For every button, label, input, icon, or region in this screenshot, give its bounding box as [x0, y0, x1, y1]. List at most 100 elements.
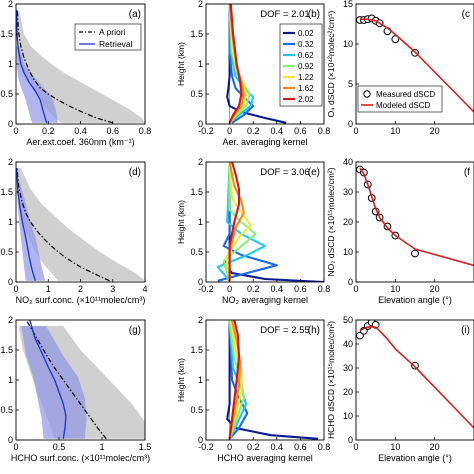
- series-line-0-32: [217, 162, 278, 282]
- panel-a: 0 0.2 0.4 0.6 0.8 0 0.5 1 1.5 2 Aer.ext.coef. 360n…: [0, 0, 151, 147]
- series-line-0-32: [228, 4, 255, 124]
- x-tick-label: 0.4: [271, 284, 284, 294]
- series-line-retrieval: [29, 320, 67, 439]
- apriori-uncertainty-band: [16, 168, 145, 281]
- x-tick-label: 1: [99, 442, 104, 452]
- legend-label: A priori: [99, 27, 126, 37]
- plot-area-i: [356, 320, 474, 429]
- legend-box: [74, 23, 142, 51]
- y-tick-label: 2: [8, 157, 13, 167]
- x-tick-label: 0.8: [318, 126, 331, 136]
- plot-area-e: [216, 162, 324, 282]
- series-line-0-02: [226, 4, 287, 124]
- x-tick-label: 20: [430, 284, 440, 294]
- axes-frame: [205, 319, 325, 441]
- x-tick-label: 4: [142, 284, 147, 294]
- series-line-modeled-dscd: [359, 18, 474, 113]
- x-tick-label: -0.2: [198, 284, 214, 294]
- x-tick-label: 1.5: [139, 442, 152, 452]
- x-tick-label: 0: [13, 442, 18, 452]
- x-tick-label: 0.8: [139, 126, 152, 136]
- y-tick-label: 0: [198, 435, 203, 445]
- y-tick-label: 10: [343, 39, 353, 49]
- plot-area-b: [226, 4, 287, 124]
- dof-label: DOF = 2.01: [260, 9, 309, 20]
- y-axis-label: Height (km): [176, 358, 186, 402]
- legend-c: Measured dSCD Modeled dSCD: [357, 85, 443, 113]
- y-tick-label: 0: [8, 277, 13, 287]
- series-line-modeled-dscd: [359, 167, 474, 267]
- x-tick-label: 20: [430, 442, 440, 452]
- series-line-0-92: [228, 320, 245, 440]
- y-tick-label: 1.5: [190, 187, 203, 197]
- y-tick-label: 0.5: [0, 89, 13, 99]
- legend-a: A priori Retrieval: [74, 23, 142, 51]
- x-tick-label: 0: [353, 442, 358, 452]
- y-tick-label: 1.5: [0, 187, 13, 197]
- y-tick-label: 0: [198, 277, 203, 287]
- y-tick-label: 10: [343, 411, 353, 421]
- y-axis-label: Height (km): [176, 42, 186, 86]
- x-axis-label: Elevation angle (°): [378, 453, 452, 463]
- y-tick-label: 1: [198, 375, 203, 385]
- series-line-a-priori: [16, 167, 110, 282]
- y-tick-label: 20: [343, 387, 353, 397]
- panel-tag: (d): [129, 167, 141, 178]
- x-tick-label: 3: [110, 284, 115, 294]
- y-tick-label: 20: [343, 217, 353, 227]
- series-line-0-92: [222, 162, 257, 282]
- axes-frame: [355, 3, 474, 125]
- y-tick-label: 15: [343, 0, 353, 9]
- x-tick-label: 0: [353, 126, 358, 136]
- retrieval-uncertainty-band: [21, 326, 87, 439]
- x-axis-label: NO₂ surf.conc. (×10¹¹molec/cm³): [16, 295, 146, 305]
- x-tick-label: -0.2: [198, 442, 214, 452]
- panel-tag: (c: [462, 9, 470, 20]
- y-tick-label: 2: [198, 0, 203, 9]
- plot-area-f: [356, 165, 474, 267]
- series-line-retrieval: [16, 167, 36, 281]
- series-line-a-priori: [25, 320, 107, 440]
- y-tick-label: 50: [343, 315, 353, 325]
- x-tick-label: 0.2: [247, 442, 260, 452]
- y-tick-label: 1: [8, 375, 13, 385]
- plot-area-a: [16, 9, 145, 124]
- y-tick-label: 0.5: [190, 89, 203, 99]
- x-tick-label: 0.4: [271, 442, 284, 452]
- y-tick-label: 1.5: [0, 345, 13, 355]
- legend-label: Retrieval: [99, 39, 133, 49]
- y-tick-label: 0.5: [190, 247, 203, 257]
- series-line-1-62: [228, 320, 242, 439]
- plot-area-c: [356, 14, 474, 113]
- y-tick-label: 0: [8, 119, 13, 129]
- series-line-1-22: [225, 162, 252, 281]
- y-tick-label: 0.5: [0, 405, 13, 415]
- x-tick-label: 0.8: [318, 284, 331, 294]
- panel-tag: (f: [464, 167, 470, 178]
- y-tick-label: 30: [343, 363, 353, 373]
- x-tick-label: 0: [227, 126, 232, 136]
- y-tick-label: 0.5: [0, 247, 13, 257]
- x-axis-label: HCHO averaging kernel: [217, 453, 313, 463]
- x-axis-label: HCHO surf.conc. (×10¹¹molec/cm³): [11, 453, 150, 463]
- axes-frame: [355, 319, 474, 441]
- x-tick-label: 0.6: [294, 284, 307, 294]
- x-tick-label: 0.2: [247, 126, 260, 136]
- y-tick-label: 1.5: [0, 29, 13, 39]
- x-tick-label: 0.4: [271, 126, 284, 136]
- series-line-retrieval: [16, 9, 48, 123]
- series-line-1-22: [228, 320, 243, 440]
- legend-b: 0.02 0.32 0.62 0.92 1.22 1.62 2.02: [279, 23, 323, 107]
- dof-label: DOF = 2.55: [260, 325, 309, 336]
- plot-area-h: [226, 320, 319, 440]
- dof-label: DOF = 3.06: [260, 167, 309, 178]
- legend-label: 0.02: [298, 29, 314, 38]
- panel-tag: (e): [308, 167, 320, 178]
- measured-point: [411, 361, 419, 370]
- series-line-1-22: [228, 4, 248, 124]
- x-tick-label: 0.6: [294, 126, 307, 136]
